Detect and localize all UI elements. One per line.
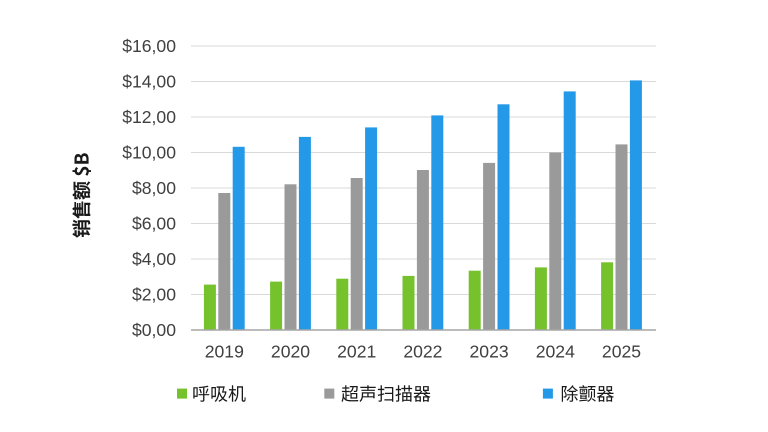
svg-text:2020: 2020 [271, 341, 310, 361]
svg-text:$8,00: $8,00 [132, 178, 176, 198]
svg-text:$6,00: $6,00 [132, 214, 176, 234]
svg-text:$0,00: $0,00 [132, 320, 176, 340]
svg-text:$10,00: $10,00 [122, 143, 176, 163]
svg-text:$16,00: $16,00 [122, 36, 176, 56]
svg-text:2024: 2024 [536, 341, 575, 361]
svg-text:$12,00: $12,00 [122, 107, 176, 127]
svg-text:2019: 2019 [205, 341, 244, 361]
svg-text:2025: 2025 [602, 341, 641, 361]
svg-text:$14,00: $14,00 [122, 72, 176, 92]
svg-text:$2,00: $2,00 [132, 285, 176, 305]
svg-text:$4,00: $4,00 [132, 249, 176, 269]
svg-text:2022: 2022 [403, 341, 442, 361]
svg-text:2023: 2023 [470, 341, 509, 361]
svg-text:2021: 2021 [337, 341, 376, 361]
